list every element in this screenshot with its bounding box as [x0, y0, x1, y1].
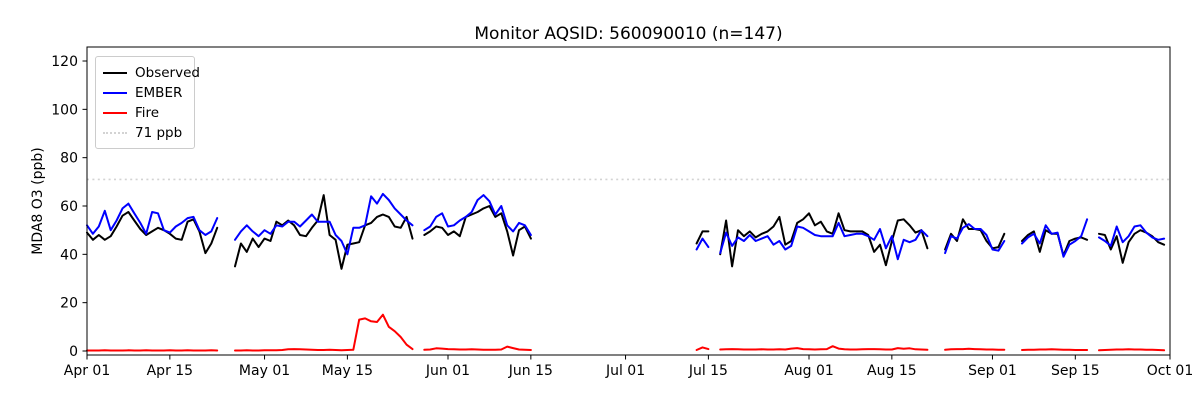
x-tick-label: Sep 15	[1051, 363, 1100, 379]
x-tick-label: May 15	[322, 363, 373, 379]
y-tick-label: 100	[51, 102, 78, 118]
legend-label-observed: Observed	[135, 65, 200, 81]
fire-line-sample	[103, 112, 127, 114]
x-tick-label: May 01	[239, 363, 290, 379]
y-tick-label: 80	[60, 151, 78, 167]
legend: Observed EMBER Fire 71 ppb	[95, 56, 200, 149]
x-tick-label: Apr 01	[64, 363, 110, 379]
legend-label-fire: Fire	[135, 105, 160, 121]
x-tick-label: Sep 01	[968, 363, 1017, 379]
x-tick-label: Oct 01	[1147, 363, 1193, 379]
y-axis-label: MDA8 O3 (ppb)	[30, 147, 46, 255]
x-tick-label: Jun 15	[508, 363, 553, 379]
plot-spines	[86, 46, 1171, 356]
x-tick-label: Jun 01	[425, 363, 470, 379]
y-tick-label: 120	[51, 54, 78, 70]
legend-item-observed: Observed	[103, 63, 200, 83]
legend-label-threshold: 71 ppb	[135, 125, 183, 141]
observed-line-sample	[103, 72, 127, 74]
x-tick-label: Apr 15	[147, 363, 193, 379]
x-tick-label: Aug 01	[784, 363, 834, 379]
legend-item-ember: EMBER	[103, 83, 188, 103]
legend-item-threshold: 71 ppb	[103, 123, 188, 143]
y-tick-label: 0	[69, 344, 78, 360]
y-tick-label: 60	[60, 199, 78, 215]
chart-title: Monitor AQSID: 560090010 (n=147)	[474, 24, 783, 44]
x-tick-label: Aug 15	[867, 363, 917, 379]
y-tick-label: 20	[60, 296, 78, 312]
y-tick-label: 40	[60, 247, 78, 263]
fire-line	[86, 313, 1166, 352]
legend-label-ember: EMBER	[135, 85, 183, 101]
ember-line	[86, 192, 1166, 261]
ember-line-sample	[103, 92, 127, 94]
x-tick-label: Jul 01	[605, 363, 645, 379]
observed-line	[86, 194, 1166, 270]
threshold-line-sample	[103, 132, 127, 134]
legend-item-fire: Fire	[103, 103, 188, 123]
x-tick-label: Jul 15	[688, 363, 728, 379]
